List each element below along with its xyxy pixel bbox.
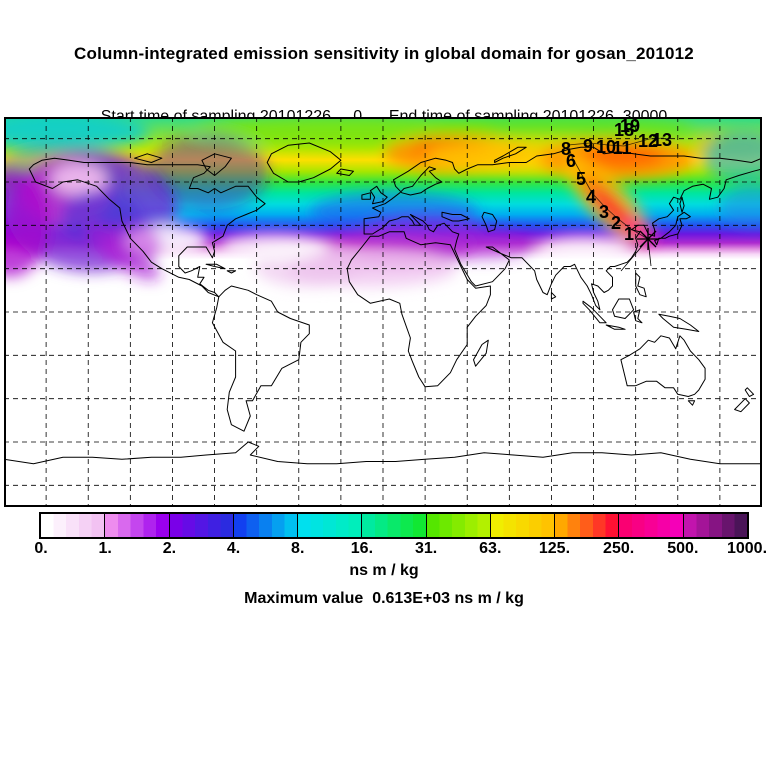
colorbar-segment [554, 514, 619, 537]
trajectory-label: 3 [599, 202, 609, 222]
colorbar-segment [361, 514, 426, 537]
coastline [635, 272, 647, 298]
trajectory-path [567, 137, 665, 240]
map-frame [4, 117, 762, 507]
trajectory-label: 10 [596, 137, 616, 157]
coastline [550, 292, 557, 300]
colorbar-tick-label: 500. [667, 540, 699, 557]
receptor-star-icon [620, 228, 659, 272]
coastline [4, 441, 762, 465]
coastline [582, 300, 607, 324]
colorbar [39, 512, 749, 539]
colorbar-segment [682, 514, 747, 537]
colorbar-segment [489, 514, 555, 537]
colorbar-tick-label: 250. [603, 540, 635, 557]
colorbar-tick-labels: 0. 1. 2. 4. 8. 16. 31. 63. 125. 250. 500. 1000. [0, 540, 768, 560]
coastline [226, 270, 237, 274]
coastline [679, 196, 685, 213]
colorbar-tick-label: 1000. [726, 540, 768, 557]
coastline [654, 211, 691, 246]
colorbar-tick-label: 4. [226, 540, 241, 557]
colorbar-tick-label: 125. [538, 540, 571, 557]
coastline [363, 146, 762, 311]
trajectory-label: 1 [624, 224, 634, 244]
colorbar-tick-label: 8. [291, 540, 305, 557]
figure-title: Column-integrated emission sensitivity i… [74, 44, 694, 63]
trajectory-label: 11 [612, 138, 631, 158]
coastline [205, 263, 226, 270]
trajectory-label: 12 [638, 131, 658, 151]
colorbar-tick-label: 31. [414, 540, 438, 557]
colorbar-segment [232, 514, 298, 537]
trajectory-label: 5 [576, 169, 586, 189]
colorbar-segment [297, 514, 362, 537]
colorbar-units: ns m / kg [349, 562, 419, 579]
coastline [605, 324, 626, 330]
coastline [361, 192, 371, 200]
trajectory-label: 4 [586, 187, 596, 207]
coastline [612, 298, 635, 319]
coastline [134, 153, 163, 163]
colorbar-tick-label: 0. [34, 540, 48, 557]
colorbar-segment [425, 514, 490, 537]
coastline [494, 146, 527, 163]
trajectory-label: 2 [611, 213, 621, 233]
coastline [346, 231, 491, 388]
coastline [369, 185, 388, 205]
coastline [441, 211, 470, 222]
colorbar-tick-label: 16. [350, 540, 374, 557]
coastline [734, 398, 750, 413]
coastline [620, 335, 706, 397]
colorbar-segment [168, 514, 233, 537]
colorbar-segment [104, 514, 169, 537]
coastline [481, 211, 498, 233]
trajectory-label: 19 [620, 117, 640, 136]
trajectory-label: 9 [583, 136, 593, 156]
colorbar-tick-label: 1. [98, 540, 112, 557]
coastline [266, 142, 342, 183]
coastline [211, 285, 310, 432]
trajectory-label: 18 [614, 120, 634, 140]
trajectory-label: 8 [561, 139, 571, 159]
coastline [336, 168, 354, 176]
coastline [687, 400, 696, 406]
colorbar-tick-label: 2. [162, 540, 177, 557]
coastline [744, 387, 755, 397]
colorbar-segment [618, 514, 683, 537]
colorbar-segment [41, 514, 105, 537]
colorbar-tick-label: 63. [479, 540, 502, 557]
maximum-value-label: Maximum value 0.613E+03 ns m / kg [244, 590, 524, 607]
coastline [658, 313, 700, 332]
trajectory-label: 6 [566, 151, 576, 171]
trajectory-label: 13 [652, 130, 672, 150]
graticule [4, 117, 762, 507]
